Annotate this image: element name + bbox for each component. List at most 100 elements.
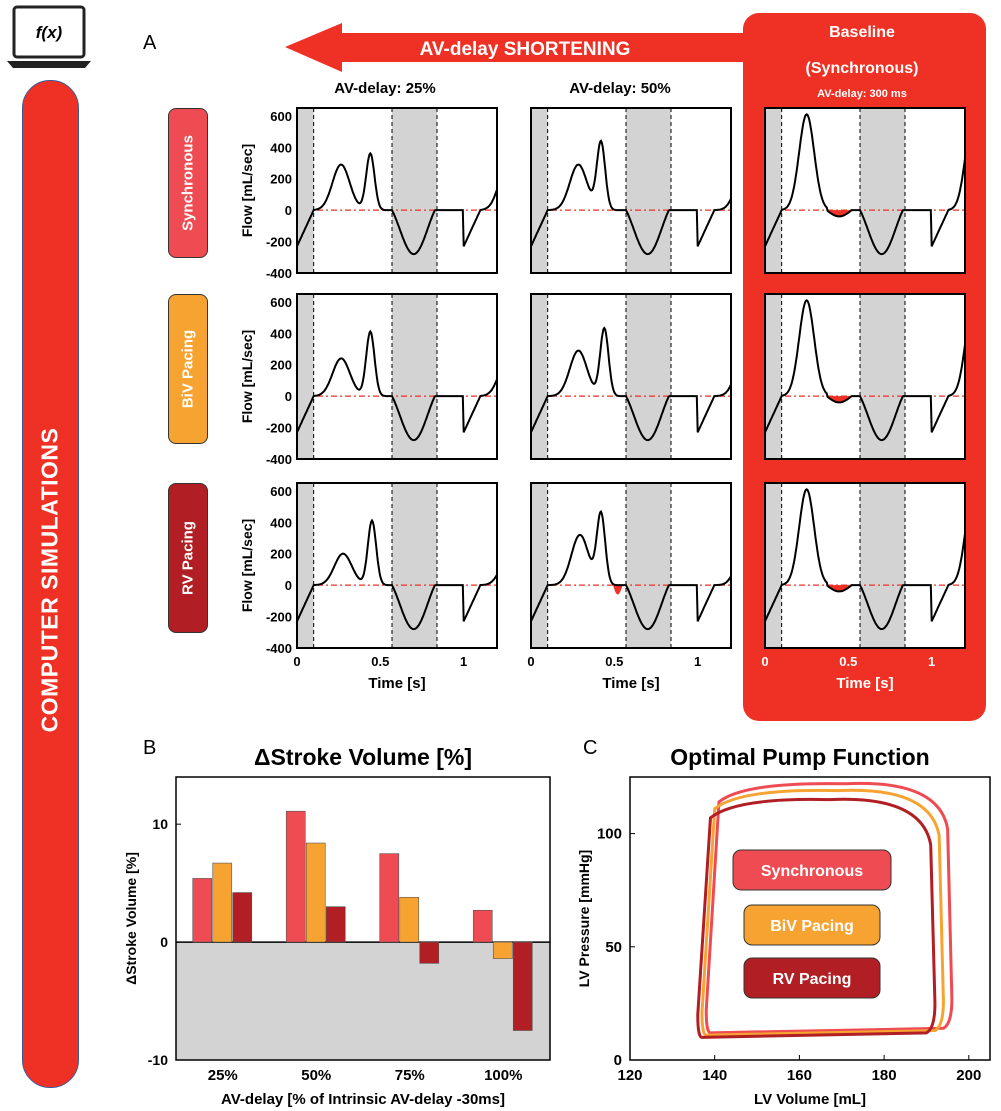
shaded-interval <box>626 108 671 273</box>
flow-plot-r1-c2 <box>764 293 966 460</box>
x-tick-label: 0.5 <box>839 654 857 669</box>
y-tick-label: 600 <box>270 109 292 124</box>
shaded-interval <box>531 483 548 648</box>
plot-frame <box>764 107 966 274</box>
bar-rv-pacing <box>512 941 533 1031</box>
bar-chart-title: ΔStroke Volume [%] <box>254 744 472 770</box>
row-label-biv: BiV Pacing <box>168 294 208 444</box>
legend-box <box>732 849 892 891</box>
flow-waveform <box>764 488 966 631</box>
x-tick-label: 180 <box>872 1067 897 1084</box>
shaded-interval <box>860 483 905 648</box>
laptop-icon: f(x) <box>5 4 93 70</box>
flow-plot-r0-c1 <box>530 107 732 274</box>
flow-waveform <box>530 139 732 256</box>
flow-plot-r2-c0: -400 -200 0 200 400 600 Flow [mL/sec] 0 0.5 1 Time… <box>239 482 498 692</box>
legend-label: BiV Pacing <box>770 918 854 935</box>
regurgitation-area <box>612 585 623 595</box>
x-tick-label: 100% <box>484 1067 522 1084</box>
y-axis-label: Flow [mL/sec] <box>239 144 255 237</box>
x-tick-label: 160 <box>787 1067 812 1084</box>
plot-frame <box>530 107 732 274</box>
y-tick-label: -200 <box>266 235 292 250</box>
flow-plot-r0-c2 <box>764 107 966 274</box>
x-tick-label: 1 <box>460 654 467 669</box>
bar-plot-frame <box>175 776 551 1061</box>
panel-letter-b: B <box>143 737 157 759</box>
shaded-interval <box>765 483 782 648</box>
pv-loop-synchronous <box>704 781 954 1035</box>
bar-biv-pacing <box>399 896 420 943</box>
bar-synchronous <box>192 878 213 943</box>
regurgitation-area <box>826 210 852 217</box>
pv-loop-rv-pacing <box>696 797 937 1039</box>
bar-biv-pacing <box>305 842 326 943</box>
y-tick-label: -200 <box>266 610 292 625</box>
sidebar-bar <box>22 80 79 1088</box>
shortening-arrow <box>285 23 760 72</box>
x-axis-label: Time [s] <box>836 675 893 692</box>
y-tick-label: 0 <box>614 1052 622 1069</box>
pv-chart-title: Optimal Pump Function <box>670 744 929 770</box>
arrow-label: AV-delay SHORTENING <box>420 39 631 60</box>
bar-rv-pacing <box>419 941 440 964</box>
flow-waveform <box>296 151 498 256</box>
y-tick-label: 400 <box>270 326 292 341</box>
panel-letter-a: A <box>143 32 157 54</box>
baseline-av-delay: AV-delay: 300 ms <box>817 88 907 100</box>
x-axis-label: Time [s] <box>368 675 425 692</box>
y-tick-label: 600 <box>270 484 292 499</box>
x-axis-label: AV-delay [% of Intrinsic AV-delay -30ms] <box>221 1091 505 1108</box>
y-tick-label: 200 <box>270 358 292 373</box>
y-axis-label: Flow [mL/sec] <box>239 519 255 612</box>
y-tick-label: 400 <box>270 140 292 155</box>
y-axis-label: ΔStroke Volume [%] <box>123 852 139 985</box>
x-tick-label: 140 <box>702 1067 727 1084</box>
bar-rv-pacing <box>232 892 253 943</box>
x-tick-label: 0.5 <box>605 654 623 669</box>
shaded-interval <box>626 294 671 459</box>
legend-label: Synchronous <box>761 863 863 880</box>
bar-synchronous <box>285 810 306 943</box>
x-tick-label: 200 <box>956 1067 981 1084</box>
flow-plot-r1-c0: -400 -200 0 200 400 600 Flow [mL/sec] <box>239 293 498 467</box>
y-tick-label: -400 <box>266 641 292 656</box>
plot-frame <box>296 107 498 274</box>
shaded-interval <box>297 108 314 273</box>
plot-frame <box>296 293 498 460</box>
x-tick-label: 120 <box>617 1067 642 1084</box>
x-tick-label: 0 <box>527 654 534 669</box>
x-tick-label: 0 <box>293 654 300 669</box>
shaded-interval <box>297 294 314 459</box>
y-tick-label: -400 <box>266 266 292 281</box>
y-tick-label: 0 <box>285 203 292 218</box>
x-tick-label: 0 <box>761 654 768 669</box>
flow-waveform <box>296 329 498 442</box>
column-title-25: AV-delay: 25% <box>334 80 435 97</box>
bar-biv-pacing <box>492 941 513 959</box>
flow-waveform <box>764 113 966 256</box>
bar-synchronous <box>379 853 400 943</box>
flow-plot-r2-c2: 0 0.5 1 Time [s] <box>761 482 966 692</box>
flow-plot-r1-c1 <box>530 293 732 460</box>
y-axis-label: Flow [mL/sec] <box>239 330 255 423</box>
x-axis-label: LV Volume [mL] <box>754 1091 866 1108</box>
y-axis-label: LV Pressure [mmHg] <box>576 850 592 987</box>
y-tick-label: 0 <box>160 934 168 950</box>
y-tick-label: 200 <box>270 172 292 187</box>
y-tick-label: -400 <box>266 452 292 467</box>
plot-frame <box>530 482 732 649</box>
shaded-interval <box>392 294 437 459</box>
pv-loop-biv-pacing <box>700 788 945 1037</box>
flow-waveform <box>530 326 732 442</box>
x-tick-label: 75% <box>395 1067 425 1084</box>
x-axis-label: Time [s] <box>602 675 659 692</box>
plot-frame <box>296 482 498 649</box>
shaded-interval <box>297 483 314 648</box>
flow-waveform <box>764 299 966 442</box>
row-label-synchronous: Synchronous <box>168 108 208 258</box>
column-title-50: AV-delay: 50% <box>569 80 670 97</box>
flow-plot-r0-c0: -400 -200 0 200 400 600 Flow [mL/sec] <box>239 107 498 281</box>
baseline-title: Baseline <box>829 24 895 41</box>
